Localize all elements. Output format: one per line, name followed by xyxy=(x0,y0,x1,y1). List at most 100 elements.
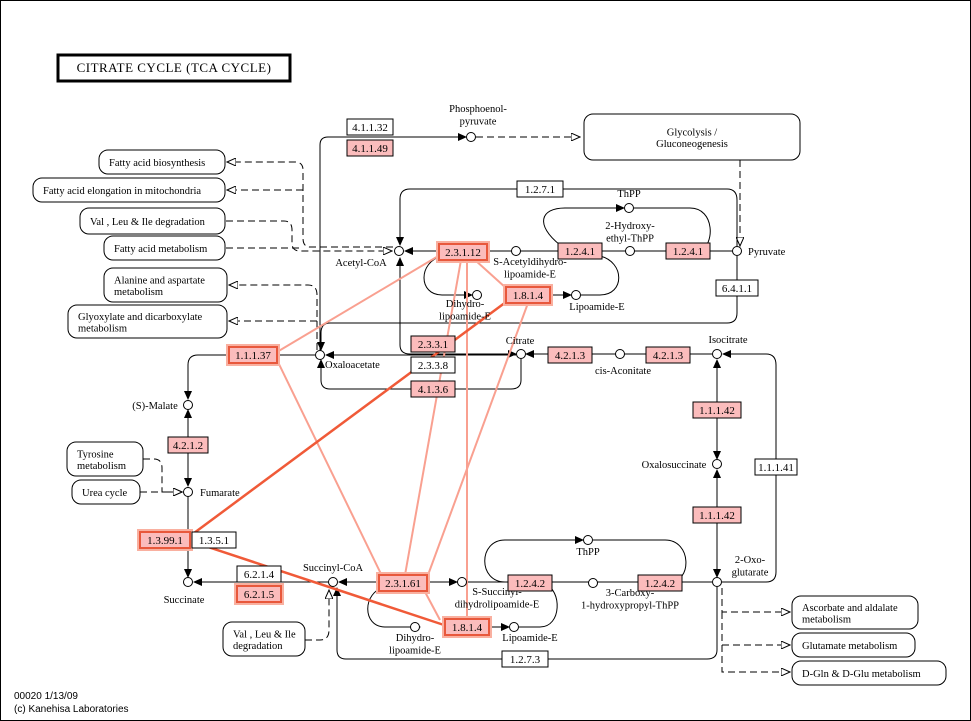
compound-pyruvate[interactable]: Pyruvate xyxy=(732,246,786,259)
compound-node xyxy=(315,350,325,360)
compound-3-carboxy-1-hydroxypropyl-thpp[interactable]: 3-Carboxy- 1-hydroxypropyl-ThPP xyxy=(581,578,679,612)
enzyme-1-2-4-1[interactable]: 1.2.4.1 xyxy=(557,242,603,260)
highlight-line-strong xyxy=(189,539,445,627)
compound-node xyxy=(466,132,476,142)
enzyme-2-3-1-12[interactable]: 2.3.1.12 xyxy=(436,241,490,263)
enzyme-4-1-1-49[interactable]: 4.1.1.49 xyxy=(346,139,394,157)
compound-s-malate[interactable]: (S)-Malate xyxy=(132,400,193,413)
map-box xyxy=(791,632,916,658)
enzyme-label: 1.3.5.1 xyxy=(199,535,229,547)
compounds: Phosphoenol-pyruvate Acetyl-CoA S-Acetyldi… xyxy=(132,104,785,657)
compound-oxaloacetate[interactable]: Oxaloacetate xyxy=(315,350,381,372)
map-link-glutamate-metabolism[interactable]: Glutamate metabolism xyxy=(791,632,916,658)
title-box[interactable]: CITRATE CYCLE (TCA CYCLE) xyxy=(56,53,292,83)
enzyme-1-1-1-37[interactable]: 1.1.1.37 xyxy=(226,344,280,366)
map-label: metabolism xyxy=(114,287,163,298)
enzyme-1-1-1-41[interactable]: 1.1.1.41 xyxy=(754,458,798,476)
enzyme-1-2-7-3[interactable]: 1.2.7.3 xyxy=(501,650,549,668)
compound-acetyl-coa[interactable]: Acetyl-CoA xyxy=(335,246,404,270)
enzyme-6-4-1-1[interactable]: 6.4.1.1 xyxy=(715,279,759,297)
enzyme-label: 2.3.3.8 xyxy=(418,360,449,372)
compound-succinyl-coa[interactable]: Succinyl-CoA xyxy=(303,563,363,587)
enzyme-2-3-3-1[interactable]: 2.3.3.1 xyxy=(410,335,456,353)
map-link-urea-cycle[interactable]: Urea cycle xyxy=(71,479,141,505)
enzyme-6-2-1-5[interactable]: 6.2.1.5 xyxy=(234,583,284,605)
enzyme-4-1-1-32[interactable]: 4.1.1.32 xyxy=(346,118,394,136)
map-link-fatty-acid-metabolism[interactable]: Fatty acid metabolism xyxy=(103,235,226,261)
enzyme-box xyxy=(378,574,428,592)
enzyme-label: 1.2.4.2 xyxy=(515,578,545,590)
compound-node xyxy=(328,577,338,587)
compound-dihydro-lipoamide-e[interactable]: Dihydro-lipoamide-E xyxy=(439,290,491,323)
compound-oxalosuccinate[interactable]: Oxalosuccinate xyxy=(642,459,722,472)
compound-thpp[interactable]: ThPP xyxy=(617,189,641,213)
enzyme-label: 6.2.1.5 xyxy=(244,589,275,601)
compound-label: Lipoamide-E xyxy=(569,302,624,313)
compound-cis-aconitate[interactable]: cis-Aconitate xyxy=(595,349,651,378)
compound-isocitrate[interactable]: Isocitrate xyxy=(708,335,748,359)
enzyme-4-2-1-2[interactable]: 4.2.1.2 xyxy=(167,436,209,454)
compound-node xyxy=(394,246,404,256)
compound-s-succinyl-dihydrolipoamide-e[interactable]: S-Succinyl-dihydrolipoamide-E xyxy=(455,577,540,611)
map-label: metabolism xyxy=(802,614,851,625)
map-box xyxy=(67,304,228,339)
compound-node xyxy=(625,246,635,256)
enzyme-1-2-7-1[interactable]: 1.2.7.1 xyxy=(516,180,564,198)
map-link-glycolysis-gluconeogenesis[interactable]: Glycolysis /Gluconeogenesis xyxy=(583,113,801,161)
compound-2-oxo-glutarate[interactable]: 2-Oxo-glutarate xyxy=(712,555,769,587)
enzyme-1-2-4-2[interactable]: 1.2.4.2 xyxy=(507,574,553,592)
compound-s-acetyldihydro-lipoamide-e[interactable]: S-Acetyldihydro-lipoamide-E xyxy=(493,246,567,281)
enzyme-1-1-1-42[interactable]: 1.1.1.42 xyxy=(692,506,742,524)
enzyme-box xyxy=(507,574,553,592)
compound-lipoamide-e[interactable]: Lipoamide-E xyxy=(569,290,625,314)
enzyme-label: 1.1.1.37 xyxy=(235,350,271,362)
compound-label: Succinate xyxy=(164,595,205,606)
enzyme-4-1-3-6[interactable]: 4.1.3.6 xyxy=(410,380,456,398)
compound-succinate[interactable]: Succinate xyxy=(164,577,205,607)
compound-label: 2-Hydroxy- xyxy=(605,221,655,232)
enzyme-label: 4.2.1.2 xyxy=(173,440,203,452)
map-title: CITRATE CYCLE (TCA CYCLE) xyxy=(77,60,272,75)
compound-label: Acetyl-CoA xyxy=(335,258,387,269)
compound-node xyxy=(624,203,634,213)
map-label: Urea cycle xyxy=(82,488,128,499)
enzyme-label: 1.2.7.1 xyxy=(525,184,555,196)
map-label: Gluconeogenesis xyxy=(656,139,728,150)
enzyme-1-8-1-4[interactable]: 1.8.1.4 xyxy=(442,616,492,638)
enzyme-4-2-1-3[interactable]: 4.2.1.3 xyxy=(645,346,691,364)
enzyme-2-3-1-61[interactable]: 2.3.1.61 xyxy=(376,572,430,594)
enzyme-1-3-5-1[interactable]: 1.3.5.1 xyxy=(191,531,237,549)
map-link-d-gln-d-glu-metabolism[interactable]: D-Gln & D-Glu metabolism xyxy=(791,660,947,686)
enzyme-6-2-1-4[interactable]: 6.2.1.4 xyxy=(236,565,282,583)
compound-dihydro-lipoamide-e[interactable]: Dihydro-lipoamide-E xyxy=(389,622,441,657)
map-link-fatty-acid-elongation-in-mitochondria[interactable]: Fatty acid elongation in mitochondria xyxy=(32,177,226,203)
compound-citrate[interactable]: Citrate xyxy=(506,336,535,359)
enzyme-1-1-1-42[interactable]: 1.1.1.42 xyxy=(692,401,742,419)
compound-fumarate[interactable]: Fumarate xyxy=(183,487,240,500)
map-label: Fatty acid metabolism xyxy=(114,244,207,255)
enzyme-1-3-99-1[interactable]: 1.3.99.1 xyxy=(137,529,193,551)
compound-node xyxy=(457,577,467,587)
enzyme-1-2-4-2[interactable]: 1.2.4.2 xyxy=(637,574,683,592)
enzyme-1-2-4-1[interactable]: 1.2.4.1 xyxy=(665,242,711,260)
compound-thpp[interactable]: ThPP xyxy=(576,535,600,559)
map-link-fatty-acid-biosynthesis[interactable]: Fatty acid biosynthesis xyxy=(98,149,226,175)
map-link-val-leu-ile-degradation[interactable]: Val , Leu & Ile degradation xyxy=(79,207,226,235)
compound-phosphoenol-pyruvate[interactable]: Phosphoenol-pyruvate xyxy=(449,104,507,142)
compound-label: ethyl-ThPP xyxy=(606,234,654,245)
enzyme-1-8-1-4[interactable]: 1.8.1.4 xyxy=(503,284,553,306)
compound-lipoamide-e[interactable]: Lipoamide-E xyxy=(502,622,558,645)
enzyme-2-3-3-8[interactable]: 2.3.3.8 xyxy=(410,356,456,374)
enzyme-label: 4.1.1.32 xyxy=(352,122,388,134)
enzyme-4-2-1-3[interactable]: 4.2.1.3 xyxy=(547,346,593,364)
map-id-date: 00020 1/13/09 xyxy=(14,691,78,702)
enzyme-label: 1.1.1.42 xyxy=(699,510,735,522)
compound-2-hydroxy-ethyl-thpp[interactable]: 2-Hydroxy-ethyl-ThPP xyxy=(605,221,655,256)
compound-node xyxy=(472,290,482,300)
